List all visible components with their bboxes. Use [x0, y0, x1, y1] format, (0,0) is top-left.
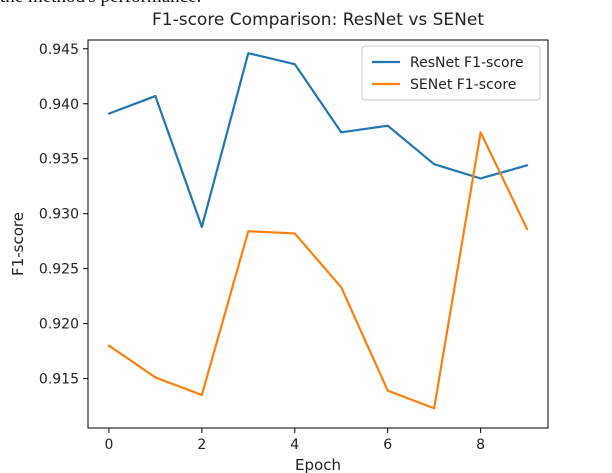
chart-title: F1-score Comparison: ResNet vs SENet	[152, 10, 484, 30]
x-tick-label: 0	[104, 437, 113, 453]
series-line-senet	[107, 131, 529, 410]
legend: ResNet F1-score SENet F1-score	[361, 45, 541, 101]
y-tick-label: 0.945	[39, 42, 79, 58]
y-axis-label: F1-score	[9, 212, 27, 276]
y-tick-label: 0.930	[39, 207, 79, 223]
legend-label: SENet F1-score	[410, 77, 516, 93]
y-tick-label: 0.940	[39, 97, 79, 113]
series-line-resnet	[107, 52, 529, 228]
y-tick-label: 0.915	[39, 372, 79, 388]
plot-area: 0 2 4 6 8 0.915 0.920 0.925 0.930 0.935 0.940 0.945	[39, 39, 549, 453]
legend-label: ResNet F1-score	[410, 55, 524, 71]
x-tick-label: 8	[476, 437, 485, 453]
x-axis-label: Epoch	[295, 456, 341, 473]
x-tick-label: 4	[290, 437, 299, 453]
x-tick-label: 2	[197, 437, 206, 453]
page-text-fragment: the method's performance.	[0, 0, 201, 8]
x-tick-label: 6	[383, 437, 392, 453]
y-tick-label: 0.920	[39, 317, 79, 333]
y-tick-label: 0.935	[39, 152, 79, 168]
axes-frame	[87, 39, 549, 429]
legend-box	[361, 45, 541, 101]
y-tick-label: 0.925	[39, 262, 79, 278]
